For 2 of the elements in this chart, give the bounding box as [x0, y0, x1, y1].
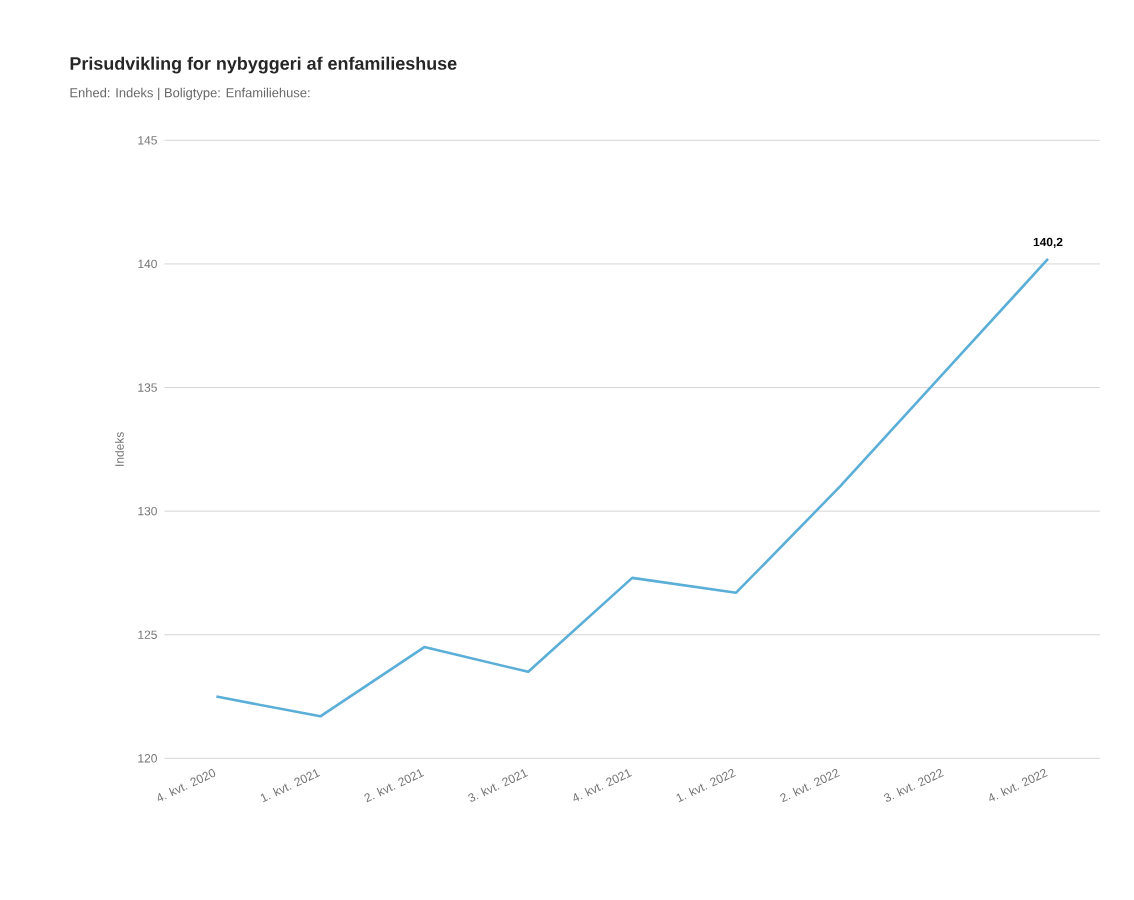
- line-series: [215, 257, 1050, 718]
- chart-title: Prisudvikling for nybyggeri af enfamilieshuse: [70, 56, 457, 74]
